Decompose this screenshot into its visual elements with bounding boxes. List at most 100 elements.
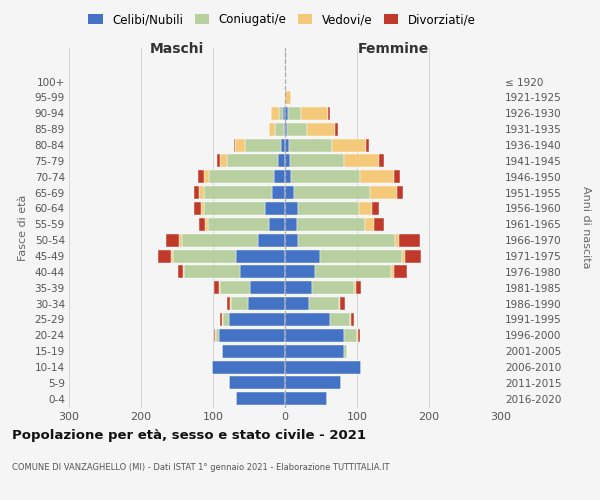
Bar <box>269 218 285 231</box>
Bar <box>278 154 285 168</box>
Bar <box>173 250 236 262</box>
Bar <box>231 297 248 310</box>
Y-axis label: Anni di nascita: Anni di nascita <box>581 186 592 269</box>
Bar <box>394 266 407 278</box>
Bar <box>285 360 361 374</box>
Bar <box>285 250 320 262</box>
Bar <box>365 218 374 231</box>
Bar <box>166 234 179 246</box>
Bar <box>214 329 215 342</box>
Bar <box>374 218 383 231</box>
Bar <box>391 266 394 278</box>
Bar <box>287 122 307 136</box>
Text: Femmine: Femmine <box>358 42 428 56</box>
Bar <box>221 313 223 326</box>
Bar <box>313 282 354 294</box>
Bar <box>350 313 351 326</box>
Bar <box>223 313 229 326</box>
Bar <box>279 107 283 120</box>
Bar <box>227 297 230 310</box>
Bar <box>285 122 287 136</box>
Bar <box>335 122 338 136</box>
Bar <box>229 313 285 326</box>
Bar <box>229 376 285 390</box>
Bar <box>220 154 227 168</box>
Bar <box>351 313 354 326</box>
Legend: Celibi/Nubili, Coniugati/e, Vedovi/e, Divorziati/e: Celibi/Nubili, Coniugati/e, Vedovi/e, Di… <box>83 8 481 31</box>
Bar <box>301 107 328 120</box>
Bar <box>248 297 285 310</box>
Text: Popolazione per età, sesso e stato civile - 2021: Popolazione per età, sesso e stato civil… <box>12 430 366 442</box>
Bar <box>265 202 285 215</box>
Bar <box>309 297 339 310</box>
Bar <box>219 329 285 342</box>
Bar <box>358 329 360 342</box>
Bar <box>298 234 395 246</box>
Bar <box>329 313 350 326</box>
Bar <box>285 282 313 294</box>
Bar <box>285 329 344 342</box>
Bar <box>271 107 279 120</box>
Bar <box>199 186 203 199</box>
Bar <box>209 170 274 183</box>
Bar <box>205 218 208 231</box>
Bar <box>370 186 397 199</box>
Bar <box>288 107 301 120</box>
Bar <box>241 266 285 278</box>
Bar <box>332 138 367 151</box>
Y-axis label: Fasce di età: Fasce di età <box>17 194 28 260</box>
Bar <box>269 122 275 136</box>
Bar <box>171 250 173 262</box>
Bar <box>250 282 285 294</box>
Bar <box>199 218 205 231</box>
Bar <box>379 154 385 168</box>
Bar <box>320 250 403 262</box>
Bar <box>285 107 288 120</box>
Bar <box>215 329 216 342</box>
Bar <box>274 170 285 183</box>
Bar <box>234 138 235 151</box>
Bar <box>403 250 405 262</box>
Bar <box>285 202 298 215</box>
Bar <box>397 186 403 199</box>
Bar <box>285 154 290 168</box>
Bar <box>208 218 269 231</box>
Bar <box>198 170 205 183</box>
Bar <box>367 138 369 151</box>
Bar <box>285 91 291 104</box>
Bar <box>230 297 231 310</box>
Bar <box>220 313 221 326</box>
Bar <box>219 282 220 294</box>
Text: Maschi: Maschi <box>150 42 204 56</box>
Bar <box>214 282 219 294</box>
Bar <box>201 202 203 215</box>
Bar <box>290 154 344 168</box>
Bar <box>217 154 220 168</box>
Bar <box>340 297 345 310</box>
Bar <box>284 91 285 104</box>
Bar <box>285 186 295 199</box>
Bar <box>275 122 284 136</box>
Bar <box>328 107 329 120</box>
Bar <box>184 266 241 278</box>
Bar <box>285 266 315 278</box>
Bar <box>221 344 285 358</box>
Bar <box>183 266 184 278</box>
Bar <box>281 138 285 151</box>
Bar <box>360 170 394 183</box>
Bar <box>295 186 370 199</box>
Bar <box>344 344 347 358</box>
Bar <box>194 186 199 199</box>
Bar <box>285 218 296 231</box>
Bar <box>158 250 171 262</box>
Bar <box>359 202 372 215</box>
Bar <box>344 154 379 168</box>
Bar <box>205 170 209 183</box>
Bar <box>344 329 357 342</box>
Bar <box>285 344 344 358</box>
Bar <box>227 154 278 168</box>
Bar <box>394 170 400 183</box>
Bar <box>395 234 400 246</box>
Bar <box>245 138 281 151</box>
Bar <box>285 376 341 390</box>
